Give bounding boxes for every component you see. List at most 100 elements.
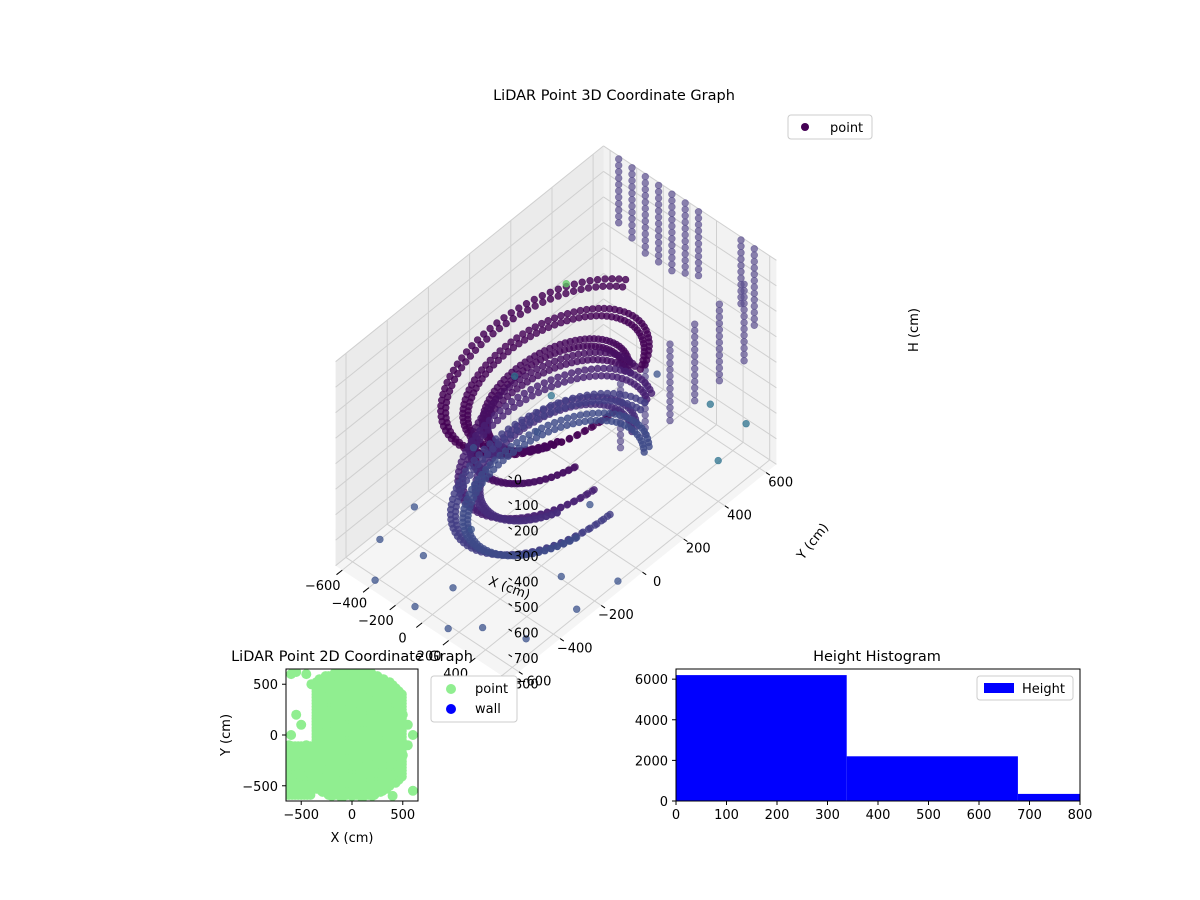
point-mark xyxy=(296,719,307,730)
chart-3d-legend: point xyxy=(787,114,873,140)
h-tick-label: 0 xyxy=(514,474,522,489)
point-mark xyxy=(470,466,478,474)
point-mark xyxy=(407,730,418,740)
point-mark xyxy=(750,276,758,285)
point-mark xyxy=(694,208,703,216)
point-mark xyxy=(560,378,569,386)
h-tick-label: 300 xyxy=(514,550,539,565)
point-mark xyxy=(614,199,623,208)
chart-2d-legend: point wall xyxy=(430,675,518,723)
point-mark xyxy=(654,181,663,190)
h-tick-mark xyxy=(508,501,513,505)
point-mark xyxy=(550,314,559,322)
point-mark xyxy=(547,544,555,553)
x-tick-label: 300 xyxy=(815,808,840,823)
point-mark xyxy=(628,227,636,236)
x-tick-label: 0 xyxy=(348,808,356,823)
point-mark xyxy=(737,274,745,282)
point-mark xyxy=(750,251,758,259)
point-mark xyxy=(641,204,649,213)
point-mark xyxy=(681,212,689,220)
point-mark xyxy=(681,263,689,271)
chart-2d-legend-wall-label: wall xyxy=(475,702,501,717)
point-mark xyxy=(614,187,623,195)
point-mark xyxy=(371,576,379,584)
point-mark xyxy=(286,750,297,761)
point-mark xyxy=(550,425,559,434)
point-mark xyxy=(490,361,498,369)
point-mark xyxy=(608,275,616,283)
point-mark xyxy=(563,317,571,325)
point-mark xyxy=(526,437,535,445)
chart-2d-legend-point-label: point xyxy=(475,682,508,697)
point-mark xyxy=(554,285,562,293)
point-mark xyxy=(666,346,674,355)
chart-2d-title: LiDAR Point 2D Coordinate Graph xyxy=(231,649,473,665)
y-tick-mark xyxy=(724,505,729,509)
point-mark xyxy=(668,267,676,275)
point-mark xyxy=(750,289,758,298)
point-mark xyxy=(593,364,602,373)
point-mark xyxy=(740,325,748,333)
point-mark xyxy=(681,243,689,252)
point-mark xyxy=(666,397,674,406)
point-mark xyxy=(489,330,497,338)
point-mark xyxy=(570,280,578,288)
point-mark xyxy=(554,292,562,300)
point-mark xyxy=(509,448,518,456)
point-mark xyxy=(511,372,519,380)
point-mark xyxy=(419,551,428,560)
point-mark xyxy=(628,208,636,217)
point-mark xyxy=(347,699,357,710)
point-mark xyxy=(509,315,517,323)
point-mark xyxy=(483,450,492,458)
point-mark xyxy=(569,394,577,402)
point-mark xyxy=(565,537,574,545)
point-mark xyxy=(326,790,337,801)
point-mark xyxy=(587,365,596,373)
point-mark xyxy=(614,155,623,163)
point-mark xyxy=(654,200,663,209)
point-mark xyxy=(690,365,699,373)
point-mark xyxy=(616,437,625,445)
chart-3d: LiDAR Point 3D Coordinate Graph −600 −400… xyxy=(305,88,922,700)
point-mark xyxy=(544,317,552,325)
point-mark xyxy=(553,542,561,551)
point-mark xyxy=(737,268,745,276)
point-mark xyxy=(690,377,699,386)
point-mark xyxy=(352,714,363,725)
point-mark xyxy=(397,709,408,720)
point-mark xyxy=(540,411,548,420)
point-mark xyxy=(525,431,533,439)
point-mark xyxy=(654,226,663,234)
point-mark xyxy=(742,420,750,428)
point-mark xyxy=(357,669,368,680)
x-tick-label: 200 xyxy=(417,649,442,664)
point-mark xyxy=(614,219,623,227)
point-mark xyxy=(694,271,703,280)
point-mark xyxy=(740,287,748,295)
point-mark xyxy=(515,444,523,452)
point-mark xyxy=(666,404,674,412)
point-mark xyxy=(690,346,699,354)
point-mark xyxy=(575,400,583,408)
point-mark xyxy=(715,377,724,385)
point-mark xyxy=(628,234,636,242)
point-mark xyxy=(584,284,593,292)
point-mark xyxy=(715,351,724,359)
point-mark xyxy=(520,336,529,344)
point-mark xyxy=(668,190,676,198)
point-mark xyxy=(594,397,603,405)
point-mark xyxy=(694,246,703,254)
point-mark xyxy=(654,251,663,260)
point-mark xyxy=(553,438,561,446)
point-mark xyxy=(740,306,748,314)
point-mark xyxy=(601,397,609,405)
histogram-legend-swatch xyxy=(984,683,1014,693)
point-mark xyxy=(291,709,302,720)
point-mark xyxy=(402,719,413,730)
point-mark xyxy=(543,443,552,452)
point-mark xyxy=(654,239,663,247)
point-mark xyxy=(402,740,413,751)
point-mark xyxy=(694,220,703,229)
